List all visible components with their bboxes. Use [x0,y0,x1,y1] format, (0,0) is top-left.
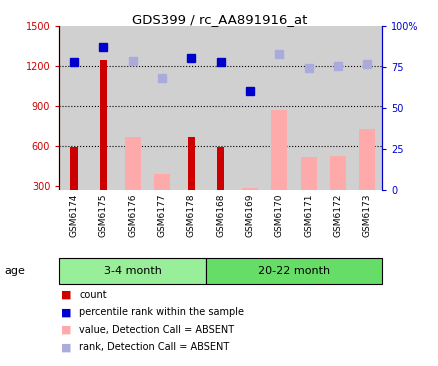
Bar [70,147,78,190]
Bar [147,26,176,190]
Bar [358,129,374,190]
Text: GSM6170: GSM6170 [274,194,283,237]
Bar [329,156,345,190]
Bar [352,26,381,190]
Bar [300,157,316,190]
Text: 3-4 month: 3-4 month [103,266,161,276]
Text: GSM6173: GSM6173 [362,194,371,237]
Bar [59,258,205,284]
Text: ■: ■ [61,290,72,300]
Text: GSM6175: GSM6175 [99,194,107,237]
Text: GSM6172: GSM6172 [333,194,342,237]
Text: count: count [79,290,106,300]
Text: percentile rank within the sample: percentile rank within the sample [79,307,244,317]
Bar [264,26,293,190]
Bar [124,137,140,190]
Text: GSM6168: GSM6168 [215,194,225,237]
Text: ■: ■ [61,342,72,352]
Bar [322,26,352,190]
Text: GSM6176: GSM6176 [128,194,137,237]
Text: ■: ■ [61,307,72,317]
Text: 20-22 month: 20-22 month [257,266,329,276]
Bar [216,147,224,190]
Text: GSM6174: GSM6174 [69,194,78,237]
Bar [59,26,88,190]
Text: ■: ■ [61,325,72,335]
Text: age: age [4,266,25,276]
Bar [241,188,258,190]
Text: rank, Detection Call = ABSENT: rank, Detection Call = ABSENT [79,342,229,352]
Bar [88,26,118,190]
Bar [153,174,170,190]
Text: GSM6169: GSM6169 [245,194,254,237]
Text: value, Detection Call = ABSENT: value, Detection Call = ABSENT [79,325,233,335]
Text: GDS399 / rc_AA891916_at: GDS399 / rc_AA891916_at [131,13,307,26]
Bar [205,258,381,284]
Bar [205,26,235,190]
Bar [118,26,147,190]
Bar [176,26,205,190]
Bar [99,60,106,190]
Bar [187,137,194,190]
Text: GSM6177: GSM6177 [157,194,166,237]
Bar [271,110,287,190]
Text: GSM6178: GSM6178 [186,194,195,237]
Bar [235,26,264,190]
Bar [293,26,322,190]
Text: GSM6171: GSM6171 [304,194,312,237]
